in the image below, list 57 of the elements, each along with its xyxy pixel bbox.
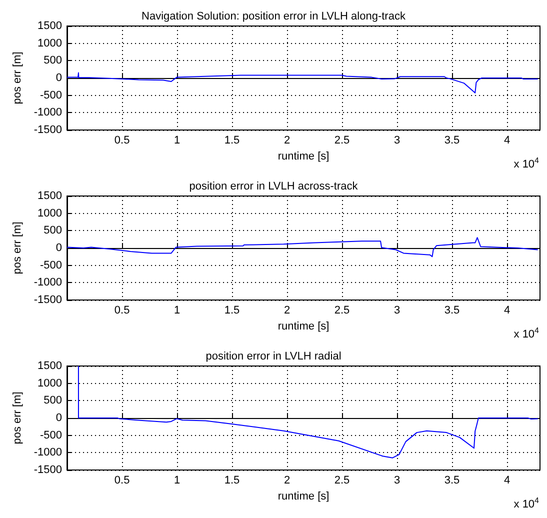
- x-tick-label: 1: [174, 134, 180, 146]
- y-tick-label: -1500: [34, 124, 62, 136]
- line-series: [66, 72, 538, 94]
- x-tick-label: 1: [174, 304, 180, 316]
- y-tick-label: 0: [56, 242, 62, 254]
- y-tick-label: 500: [44, 224, 62, 237]
- x-axis-title: runtime [s]: [278, 490, 330, 502]
- x-tick-label: 0.5: [114, 304, 130, 316]
- x-axis-title: runtime [s]: [278, 150, 330, 162]
- y-tick-label: 1000: [38, 207, 62, 220]
- line-series: [66, 237, 538, 258]
- y-tick-label: -1500: [34, 464, 62, 476]
- y-tick-label: -1000: [34, 106, 62, 119]
- y-axis-title: pos err [m]: [12, 392, 24, 444]
- x-tick-label: 2: [284, 474, 290, 486]
- chart-title: Navigation Solution: position error in LVLH along-track: [142, 10, 406, 22]
- x-tick-label: 2.5: [334, 134, 350, 146]
- x-tick-label: 3.5: [444, 474, 460, 486]
- y-tick-label: 1500: [38, 360, 62, 372]
- y-tick-label: 1000: [38, 377, 62, 390]
- y-tick-label: 1500: [38, 20, 62, 32]
- y-tick-label: -1500: [34, 294, 62, 306]
- x-tick-label: 3: [394, 304, 400, 316]
- x-tick-label: 2: [284, 134, 290, 146]
- y-tick-label: -1000: [34, 446, 62, 459]
- x-tick-label: 2.5: [334, 474, 350, 486]
- y-axis-title: pos err [m]: [12, 52, 24, 104]
- x-tick-label: 1.5: [224, 134, 240, 146]
- y-tick-label: 0: [56, 72, 62, 84]
- x-tick-label: 0.5: [114, 134, 130, 146]
- chart-title: position error in LVLH across-track: [189, 180, 358, 192]
- y-tick-label: -1000: [34, 276, 62, 289]
- chart-title: position error in LVLH radial: [206, 350, 342, 362]
- x-tick-label: 1.5: [224, 304, 240, 316]
- y-tick-label: -500: [40, 89, 62, 102]
- y-tick-label: 500: [44, 54, 62, 67]
- x-tick-label: 2: [284, 304, 290, 316]
- x-tick-label: 4: [504, 134, 510, 146]
- x-tick-label: 3.5: [444, 134, 460, 146]
- y-axis-title: pos err [m]: [12, 222, 24, 274]
- y-tick-label: -500: [40, 429, 62, 442]
- y-tick-label: 1500: [38, 190, 62, 202]
- x-tick-label: 4: [504, 304, 510, 316]
- x-tick-label: 3: [394, 134, 400, 146]
- x-axis-title: runtime [s]: [278, 320, 330, 332]
- x-tick-label: 3: [394, 474, 400, 486]
- x-tick-label: 1.5: [224, 474, 240, 486]
- x-tick-label: 2.5: [334, 304, 350, 316]
- y-tick-label: -500: [40, 259, 62, 272]
- x-tick-label: 1: [174, 474, 180, 486]
- x-tick-label: 0.5: [114, 474, 130, 486]
- y-tick-label: 500: [44, 394, 62, 407]
- y-tick-label: 0: [56, 412, 62, 424]
- x-tick-label: 3.5: [444, 304, 460, 316]
- line-series: [78, 366, 538, 458]
- y-tick-label: 1000: [38, 37, 62, 50]
- x-tick-label: 4: [504, 474, 510, 486]
